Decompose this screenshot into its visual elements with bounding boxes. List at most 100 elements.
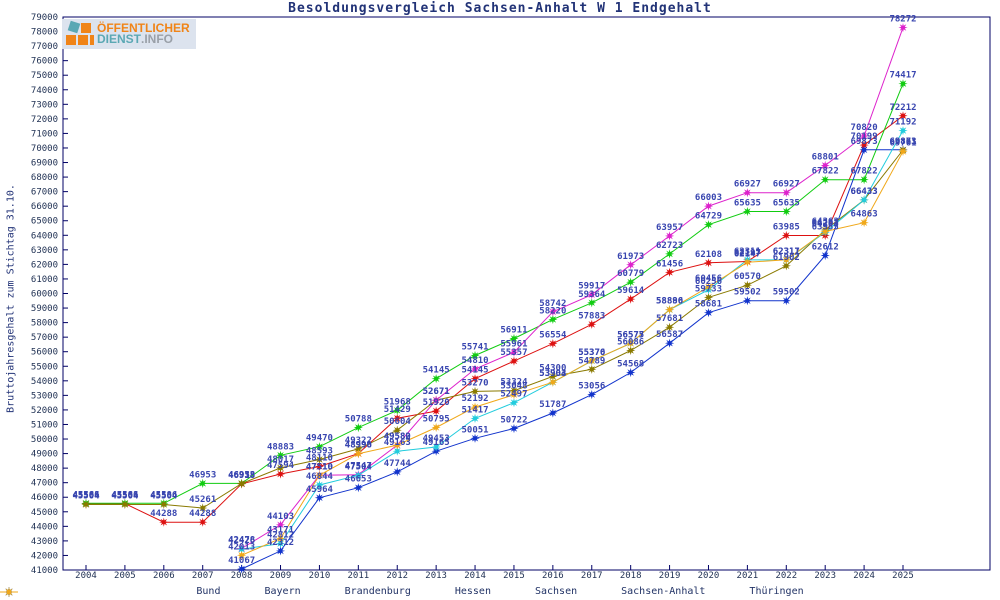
data-point-marker bbox=[392, 446, 402, 456]
data-point-marker bbox=[120, 499, 130, 510]
data-point-label: 66927 bbox=[773, 180, 800, 190]
data-point-marker bbox=[275, 539, 286, 549]
data-point-marker bbox=[314, 470, 324, 480]
data-point-label: 54568 bbox=[617, 360, 644, 370]
data-point-label: 61973 bbox=[617, 252, 644, 262]
y-tick-label: 45000 bbox=[31, 508, 58, 518]
data-point-marker bbox=[626, 338, 636, 348]
series-line-hessen bbox=[86, 149, 904, 509]
data-point-label: 66433 bbox=[851, 187, 878, 197]
data-point-label: 62108 bbox=[695, 250, 722, 260]
data-point-label: 55376 bbox=[578, 348, 605, 358]
legend-item-sachsen: Sachsen bbox=[0, 586, 577, 597]
y-tick-label: 46000 bbox=[31, 493, 58, 503]
data-point-label: 53048 bbox=[500, 382, 527, 392]
legend-marker-icon bbox=[0, 587, 18, 597]
x-tick-label: 2007 bbox=[192, 571, 214, 581]
data-point-label: 55370 bbox=[578, 348, 605, 358]
data-point-marker bbox=[665, 322, 675, 332]
x-tick-label: 2015 bbox=[503, 571, 525, 581]
chart-title: Besoldungsvergleich Sachsen-Anhalt W 1 E… bbox=[288, 1, 712, 16]
y-tick-label: 61000 bbox=[31, 275, 58, 285]
data-point-marker bbox=[509, 347, 519, 357]
data-point-marker bbox=[626, 277, 636, 287]
oeffentlicher-dienst-logo: ÖFFENTLICHER DIENST.INFO bbox=[62, 19, 196, 49]
y-tick-label: 54000 bbox=[31, 377, 58, 387]
data-point-label: 63985 bbox=[773, 223, 800, 233]
data-point-label: 69761 bbox=[889, 138, 916, 148]
x-tick-label: 2023 bbox=[814, 571, 836, 581]
data-point-marker bbox=[898, 146, 908, 157]
data-point-marker bbox=[626, 260, 636, 270]
data-point-label: 69861 bbox=[889, 137, 916, 147]
data-point-label: 55961 bbox=[500, 339, 527, 349]
data-point-label: 62147 bbox=[734, 249, 761, 259]
x-tick-label: 2008 bbox=[231, 571, 253, 581]
data-point-label: 54810 bbox=[462, 356, 489, 366]
data-point-marker bbox=[820, 160, 830, 170]
series-line-thüringen bbox=[241, 151, 904, 556]
y-tick-label: 58000 bbox=[31, 319, 58, 329]
data-point-marker bbox=[470, 364, 480, 374]
data-point-marker bbox=[587, 364, 597, 374]
data-point-marker bbox=[859, 145, 869, 155]
data-point-label: 70199 bbox=[851, 132, 878, 142]
y-tick-label: 76000 bbox=[31, 57, 58, 67]
data-point-marker bbox=[392, 413, 402, 423]
data-point-marker bbox=[742, 188, 752, 198]
data-point-label: 45586 bbox=[111, 490, 138, 500]
legend-label: Thüringen bbox=[749, 586, 804, 597]
data-point-marker bbox=[275, 450, 286, 460]
data-point-label: 47744 bbox=[384, 459, 412, 469]
data-point-label: 58890 bbox=[656, 297, 683, 307]
data-point-marker bbox=[509, 356, 519, 366]
series-line-sachsen bbox=[241, 27, 904, 549]
data-point-marker bbox=[275, 520, 286, 530]
data-point-label: 60570 bbox=[734, 272, 761, 282]
data-point-marker bbox=[742, 257, 752, 267]
data-point-label: 51429 bbox=[384, 405, 411, 415]
data-point-label: 49470 bbox=[306, 434, 333, 444]
y-tick-label: 41000 bbox=[31, 566, 58, 576]
y-tick-label: 57000 bbox=[31, 333, 58, 343]
legend-label: Brandenburg bbox=[344, 586, 411, 597]
data-point-marker bbox=[898, 23, 908, 33]
data-point-label: 59364 bbox=[578, 290, 606, 300]
data-point-label: 45586 bbox=[150, 490, 177, 500]
data-point-label: 74417 bbox=[889, 71, 916, 81]
data-point-marker bbox=[81, 499, 91, 510]
data-point-marker bbox=[314, 461, 324, 472]
data-point-label: 62311 bbox=[734, 247, 761, 257]
data-point-label: 55741 bbox=[462, 342, 489, 352]
data-point-label: 49165 bbox=[423, 438, 450, 448]
y-tick-label: 75000 bbox=[31, 71, 58, 81]
data-point-label: 53904 bbox=[539, 369, 567, 379]
data-point-label: 48883 bbox=[267, 442, 294, 452]
data-point-marker bbox=[665, 231, 675, 241]
data-point-label: 52192 bbox=[462, 394, 489, 404]
data-point-label: 56587 bbox=[656, 330, 683, 340]
y-tick-label: 66000 bbox=[31, 202, 58, 212]
data-point-label: 46653 bbox=[345, 475, 372, 485]
legend-item-bund: Bund bbox=[0, 586, 220, 597]
data-point-marker bbox=[275, 469, 286, 479]
y-tick-label: 52000 bbox=[31, 406, 58, 416]
data-point-marker bbox=[198, 503, 208, 513]
data-point-label: 47510 bbox=[306, 462, 333, 472]
x-tick-label: 2016 bbox=[542, 571, 564, 581]
y-tick-label: 77000 bbox=[31, 42, 58, 52]
data-point-label: 45586 bbox=[72, 490, 99, 500]
y-tick-label: 74000 bbox=[31, 86, 58, 96]
data-point-label: 45964 bbox=[306, 485, 334, 495]
data-point-marker bbox=[470, 386, 480, 396]
data-point-label: 51417 bbox=[462, 405, 489, 415]
data-point-marker bbox=[665, 305, 675, 315]
data-point-label: 56086 bbox=[617, 337, 644, 347]
x-tick-label: 2013 bbox=[425, 571, 447, 581]
data-point-label: 47547 bbox=[345, 462, 372, 472]
logo-squares-icon bbox=[66, 20, 94, 46]
data-point-label: 46844 bbox=[306, 472, 334, 482]
data-point-label: 56911 bbox=[500, 325, 527, 335]
data-point-marker bbox=[898, 111, 908, 121]
data-point-label: 41067 bbox=[228, 556, 255, 566]
